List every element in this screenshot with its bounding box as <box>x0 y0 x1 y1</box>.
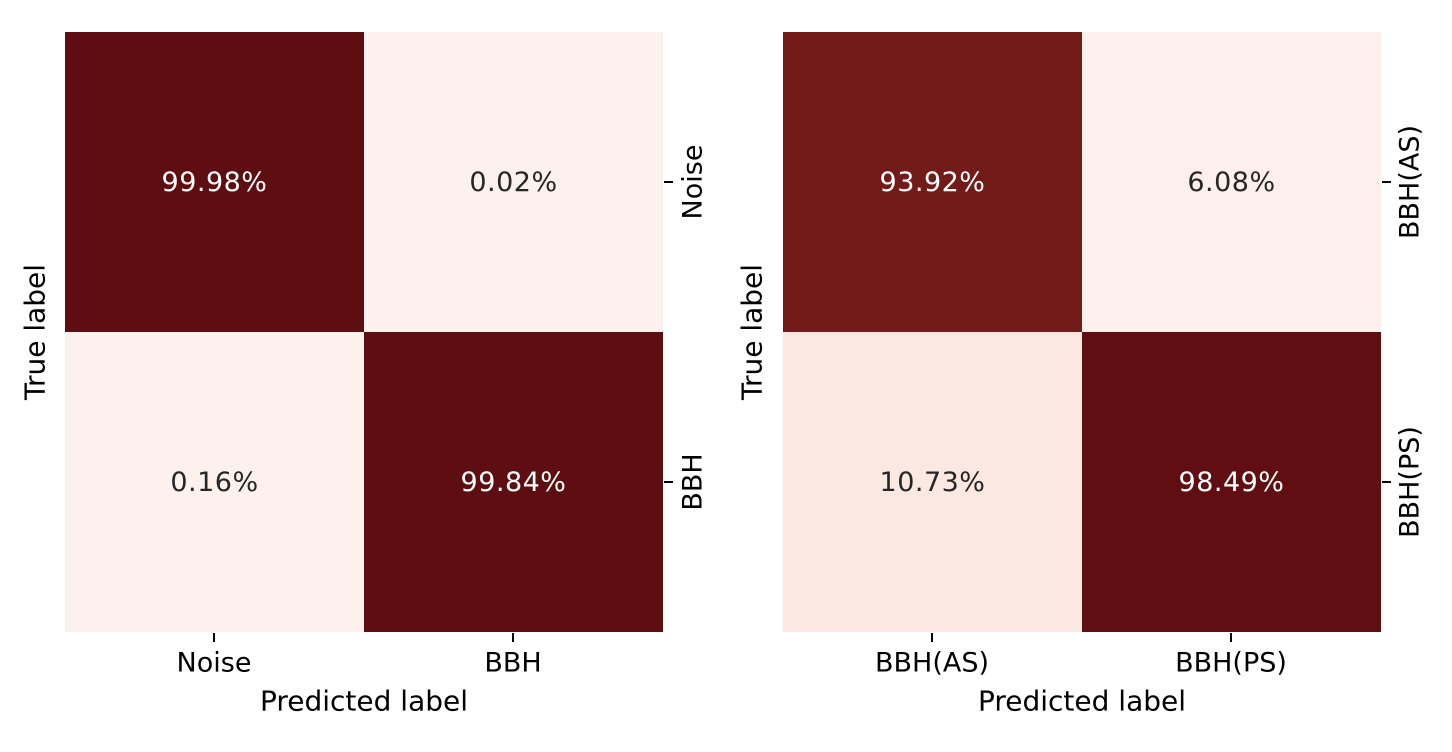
heatmap-cell-row0-col0: 99.98% <box>65 32 364 332</box>
heatmap-cell-row1-col0: 10.73% <box>783 332 1082 632</box>
y-tick-label: BBH(AS) <box>1394 124 1426 240</box>
cell-value: 6.08% <box>1187 166 1276 198</box>
cell-value: 98.49% <box>1178 466 1285 498</box>
y-tick-label: BBH(PS) <box>1394 426 1426 538</box>
y-tick-label: Noise <box>677 144 709 220</box>
x-tick-label: BBH <box>484 647 542 679</box>
y-tick-mark <box>1382 181 1391 183</box>
cell-value: 99.98% <box>161 166 268 198</box>
y-axis-title: True label <box>735 263 769 401</box>
heatmap-cell-row0-col1: 6.08% <box>1082 32 1381 332</box>
y-tick-mark <box>664 481 673 483</box>
heatmap-cell-row1-col0: 0.16% <box>65 332 364 632</box>
cell-value: 10.73% <box>879 466 986 498</box>
x-tick-mark <box>512 633 514 642</box>
heatmap-cell-row1-col1: 98.49% <box>1082 332 1381 632</box>
y-tick-label: BBH <box>677 453 709 511</box>
y-axis-title: True label <box>18 263 52 401</box>
y-tick-mark <box>1382 481 1391 483</box>
cell-value: 0.16% <box>170 466 259 498</box>
x-tick-mark <box>931 633 933 642</box>
x-axis-title: Predicted label <box>977 684 1187 718</box>
cell-value: 99.84% <box>460 466 567 498</box>
x-tick-mark <box>1230 633 1232 642</box>
heatmap-cell-row0-col0: 93.92% <box>783 32 1082 332</box>
cell-value: 0.02% <box>469 166 558 198</box>
cell-value: 93.92% <box>879 166 986 198</box>
x-axis-title: Predicted label <box>259 684 469 718</box>
x-tick-label: BBH(PS) <box>1175 647 1287 679</box>
x-tick-label: BBH(AS) <box>874 647 990 679</box>
x-tick-label: Noise <box>176 647 252 679</box>
heatmap-cell-row1-col1: 99.84% <box>364 332 663 632</box>
x-tick-mark <box>213 633 215 642</box>
y-tick-mark <box>664 181 673 183</box>
heatmap-cell-row0-col1: 0.02% <box>364 32 663 332</box>
